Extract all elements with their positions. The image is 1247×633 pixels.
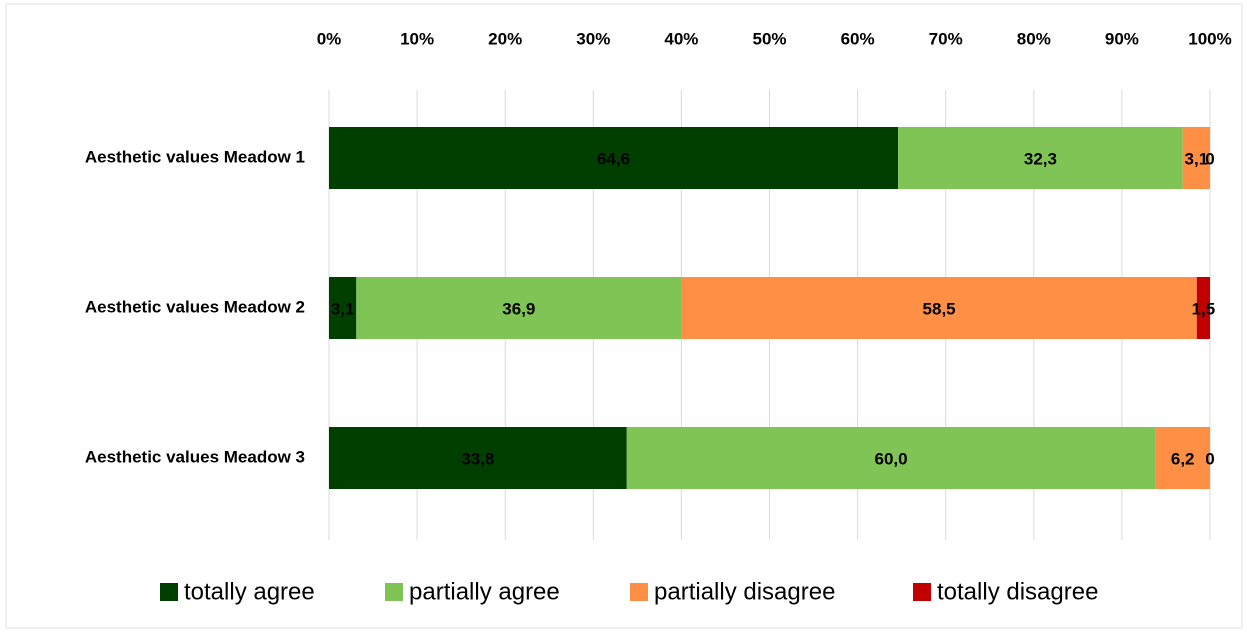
bar-segment xyxy=(626,427,1156,489)
value-label: 33,8 xyxy=(461,449,494,468)
bar-segment xyxy=(1196,277,1210,339)
value-label: 6,2 xyxy=(1171,449,1195,468)
bar-segment xyxy=(356,277,682,339)
value-label: 3,1 xyxy=(331,299,355,318)
x-tick-label: 60% xyxy=(841,29,875,48)
bar-segment xyxy=(1182,127,1210,189)
legend-label: partially disagree xyxy=(654,578,835,605)
value-label: 32,3 xyxy=(1024,149,1057,168)
value-label: 1,5 xyxy=(1192,299,1216,318)
x-tick-label: 100% xyxy=(1188,29,1231,48)
x-tick-label: 80% xyxy=(1017,29,1051,48)
x-tick-label: 20% xyxy=(488,29,522,48)
legend-label: totally disagree xyxy=(937,578,1098,605)
legend-swatch xyxy=(913,583,931,601)
category-label: Aesthetic values Meadow 3 xyxy=(85,447,305,466)
legend-label: partially agree xyxy=(409,578,560,605)
x-tick-label: 0% xyxy=(317,29,342,48)
value-label: 64,6 xyxy=(597,149,630,168)
x-tick-label: 50% xyxy=(752,29,786,48)
bar-segment xyxy=(898,127,1183,189)
bar-segment xyxy=(681,277,1197,339)
x-tick-label: 40% xyxy=(664,29,698,48)
value-label: 58,5 xyxy=(923,299,956,318)
value-label: 0 xyxy=(1205,449,1214,468)
bar-segment xyxy=(1155,427,1210,489)
bar-segment xyxy=(329,127,899,189)
x-tick-label: 70% xyxy=(929,29,963,48)
bar-segment xyxy=(329,427,627,489)
legend-label: totally agree xyxy=(184,578,315,605)
chart-border xyxy=(5,3,1243,629)
legend-swatch xyxy=(630,583,648,601)
x-tick-label: 10% xyxy=(400,29,434,48)
x-tick-label: 90% xyxy=(1105,29,1139,48)
legend-swatch xyxy=(385,583,403,601)
value-label: 36,9 xyxy=(502,299,535,318)
category-label: Aesthetic values Meadow 2 xyxy=(85,297,305,316)
bar-segment xyxy=(329,277,357,339)
category-label: Aesthetic values Meadow 1 xyxy=(85,147,305,166)
legend-swatch xyxy=(160,583,178,601)
value-label: 3,1 xyxy=(1185,149,1209,168)
x-tick-label: 30% xyxy=(576,29,610,48)
value-label: 60,0 xyxy=(875,449,908,468)
value-label: 0 xyxy=(1205,149,1214,168)
